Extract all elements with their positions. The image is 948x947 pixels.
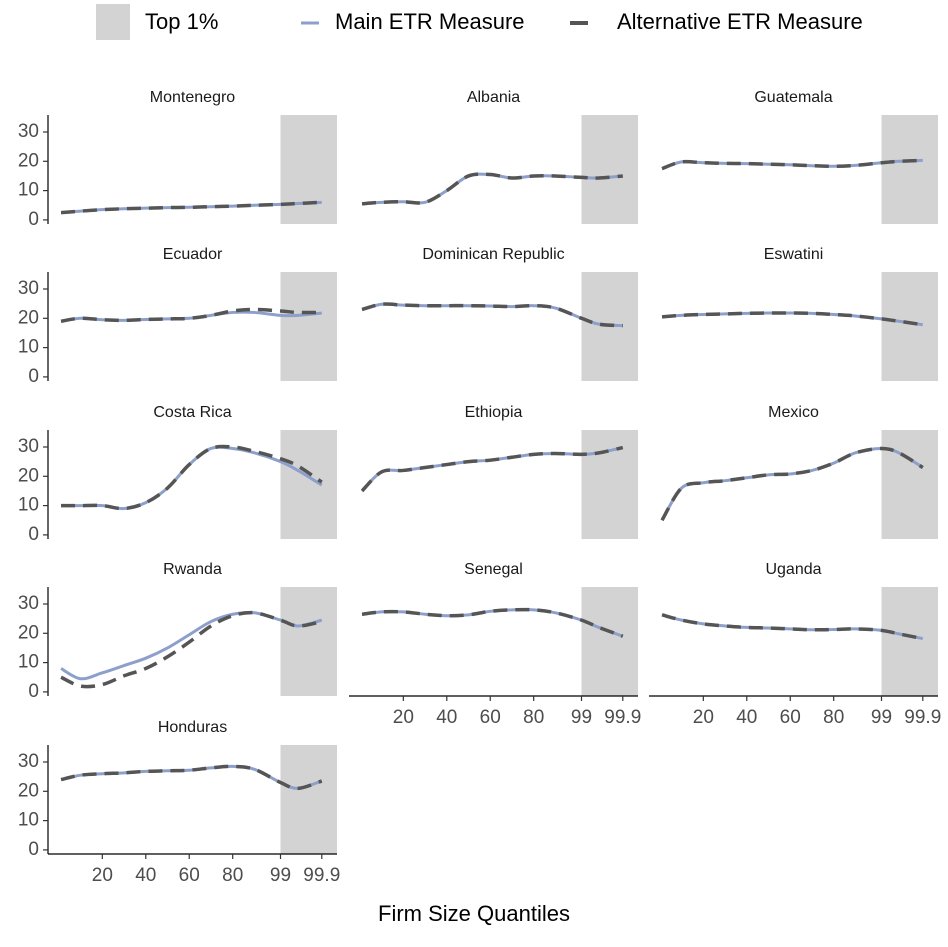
x-tick-label: 60 [480, 707, 501, 728]
highlight-band [881, 115, 938, 224]
highlight-band [280, 272, 337, 381]
series-line [60, 310, 322, 323]
panel-title: Eswatini [764, 246, 824, 263]
highlight-band [881, 587, 938, 696]
y-tick-label: 10 [18, 180, 39, 201]
x-tick-label: 80 [823, 707, 844, 728]
x-tick-label: 20 [693, 707, 714, 728]
x-tick-label: 80 [222, 865, 243, 886]
series-line [361, 607, 624, 638]
highlight-band [581, 587, 638, 696]
panel-title: Rwanda [163, 561, 222, 578]
series-line [60, 200, 322, 215]
y-tick-label: 0 [28, 681, 39, 702]
legend-label: Main ETR Measure [335, 9, 525, 34]
x-tick-label: 40 [736, 707, 757, 728]
x-axis-title: Firm Size Quantiles [378, 901, 570, 926]
series-line [361, 302, 623, 328]
x-tick-label: 40 [135, 865, 156, 886]
panel-title: Mexico [768, 404, 819, 421]
y-tick-label: 20 [18, 465, 39, 486]
y-tick-label: 20 [18, 780, 39, 801]
y-tick-label: 10 [18, 495, 39, 516]
series-line [361, 172, 623, 206]
legend-swatch [96, 4, 130, 40]
panel-title: Guatemala [754, 89, 832, 106]
series-line [60, 610, 323, 689]
panel-title: Senegal [464, 561, 523, 578]
y-tick-label: 0 [28, 524, 39, 545]
panel-title: Albania [467, 89, 520, 106]
y-tick-label: 20 [18, 622, 39, 643]
y-tick-label: 10 [18, 652, 39, 673]
legend-label: Top 1% [145, 9, 218, 34]
y-tick-label: 20 [18, 307, 39, 328]
highlight-band [280, 587, 337, 696]
legend-label: Alternative ETR Measure [617, 9, 863, 34]
y-tick-label: 30 [18, 436, 39, 457]
series-line [60, 610, 323, 681]
x-tick-label: 99.9 [904, 707, 941, 728]
highlight-band [581, 115, 638, 224]
y-tick-label: 0 [28, 209, 39, 230]
panel-title: Ecuador [163, 246, 223, 263]
panel-title: Montenegro [150, 89, 235, 106]
x-tick-label: 20 [92, 865, 113, 886]
y-tick-label: 10 [18, 810, 39, 831]
y-tick-label: 30 [18, 593, 39, 614]
x-tick-label: 99 [270, 865, 291, 886]
highlight-band [280, 115, 337, 224]
panel-title: Dominican Republic [422, 246, 564, 263]
series-line [661, 158, 923, 171]
x-tick-label: 99 [571, 707, 592, 728]
y-tick-label: 30 [18, 278, 39, 299]
x-tick-label: 99 [871, 707, 892, 728]
x-tick-label: 99.9 [604, 707, 641, 728]
series-line [60, 307, 322, 323]
y-tick-label: 30 [18, 751, 39, 772]
y-tick-label: 10 [18, 337, 39, 358]
series-line [660, 446, 924, 522]
x-tick-label: 40 [436, 707, 457, 728]
series-line [661, 613, 924, 641]
y-tick-label: 30 [18, 121, 39, 142]
highlight-band [881, 430, 938, 539]
panel-title: Ethiopia [465, 404, 523, 421]
x-tick-label: 60 [780, 707, 801, 728]
series-line [60, 764, 323, 791]
y-tick-label: 0 [28, 366, 39, 387]
x-tick-label: 20 [393, 707, 414, 728]
highlight-band [581, 430, 638, 539]
x-tick-label: 99.9 [303, 865, 340, 886]
highlight-band [280, 745, 337, 854]
panel-title: Uganda [765, 561, 821, 578]
panel-title: Costa Rica [153, 404, 231, 421]
series-line [360, 445, 624, 493]
series-line [61, 444, 323, 511]
highlight-band [280, 430, 337, 539]
highlight-band [881, 272, 938, 381]
panel-title: Honduras [158, 719, 227, 736]
y-tick-label: 20 [18, 150, 39, 171]
y-tick-label: 0 [28, 839, 39, 860]
x-tick-label: 80 [523, 707, 544, 728]
series-line [661, 311, 924, 327]
x-tick-label: 60 [179, 865, 200, 886]
